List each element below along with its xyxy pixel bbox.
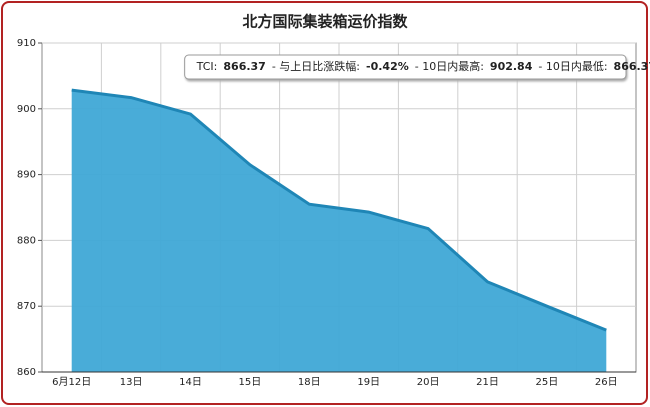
annotation-value: 902.84 [490, 60, 533, 73]
x-tick-label: 18日 [298, 377, 321, 388]
annotation-value: -0.42% [366, 60, 409, 73]
annotation-label: - 10日内最低: [538, 59, 607, 73]
annotation-value: 866.37 [223, 60, 265, 73]
x-tick-label: 25日 [536, 377, 559, 388]
x-tick-label: 15日 [239, 377, 262, 388]
annotation-label: - 与上日比涨跌幅: [272, 59, 360, 73]
x-tick-label: 13日 [120, 377, 143, 388]
annotation-label: TCI: [196, 60, 218, 73]
x-tick-label: 19日 [357, 377, 380, 388]
annotation-value: 866.37 [614, 60, 650, 73]
annotation: TCI: 866.37 - 与上日比涨跌幅: -0.42% - 10日内最高: 902.8… [184, 54, 650, 80]
y-tick-label: 870 [17, 301, 36, 312]
area [71, 90, 607, 373]
annotation-box [184, 54, 627, 80]
line [71, 88, 607, 332]
y-tick-label: 900 [17, 104, 36, 115]
x-tick-label: 6月12日 [52, 376, 91, 388]
x-tick-label: 26日 [595, 377, 618, 388]
chart-title: 北方国际集装箱运价指数 [242, 13, 408, 31]
x-tick-label: 14日 [179, 377, 202, 388]
y-tick-label: 880 [17, 235, 36, 246]
x-tick-label: 21日 [476, 377, 499, 388]
y-tick-label: 860 [17, 367, 36, 378]
x-tick-label: 20日 [417, 377, 440, 388]
annotation-text: TCI: 866.37 - 与上日比涨跌幅: -0.42% - 10日内最高: 902.8… [196, 59, 650, 73]
y-tick-label: 910 [17, 38, 36, 49]
y-tick-label: 890 [17, 170, 36, 181]
annotation-label: - 10日内最高: [415, 59, 484, 73]
